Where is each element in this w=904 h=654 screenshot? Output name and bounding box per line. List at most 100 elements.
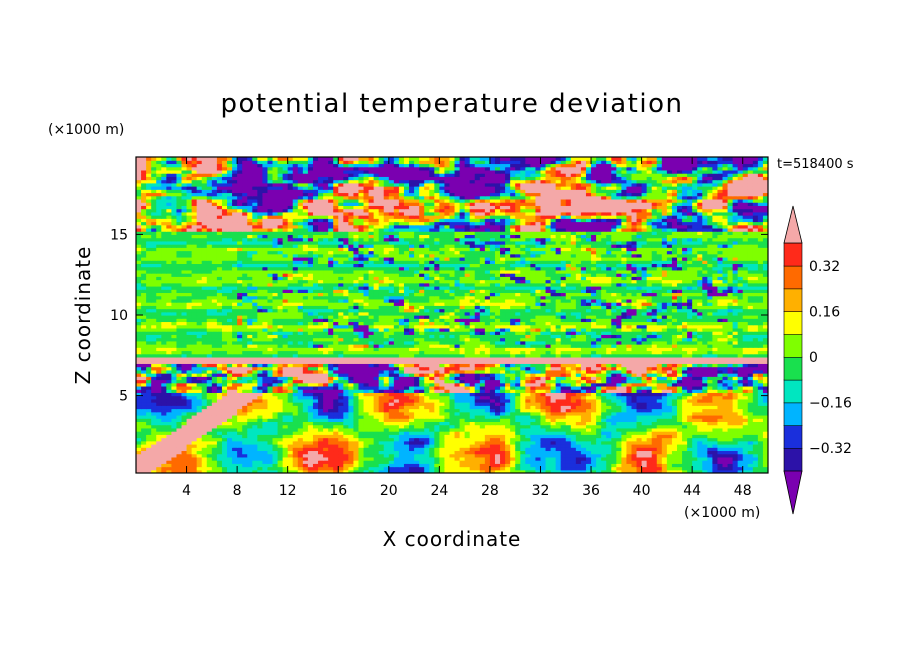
field-cell — [757, 398, 764, 403]
field-cell — [545, 440, 552, 445]
field-cell — [560, 392, 567, 397]
field-cell — [560, 443, 567, 448]
field-cell — [176, 418, 183, 422]
field-cell — [444, 369, 451, 374]
field-cell — [570, 463, 577, 468]
field-cell — [393, 463, 400, 468]
field-cell — [444, 379, 451, 384]
field-cell — [712, 376, 719, 381]
field-cell — [651, 382, 658, 387]
field-cell — [489, 469, 496, 473]
field-cell — [282, 411, 289, 416]
field-cell — [474, 466, 481, 471]
field-cell — [383, 427, 390, 432]
field-cell — [525, 363, 531, 368]
field-cell — [429, 469, 435, 473]
field-cell — [636, 460, 643, 464]
field-cell — [409, 418, 415, 422]
field-cell — [651, 411, 658, 416]
field-cell — [171, 450, 178, 455]
field-cell — [444, 456, 451, 461]
field-cell — [641, 411, 648, 416]
field-cell — [666, 344, 673, 348]
field-cell — [651, 460, 658, 464]
field-cell — [575, 392, 582, 397]
field-cell — [747, 427, 754, 432]
field-cell — [196, 466, 203, 471]
field-cell — [631, 385, 638, 390]
field-cell — [353, 437, 360, 442]
field-cell — [206, 344, 213, 348]
field-cell — [550, 366, 557, 371]
field-cell — [378, 369, 385, 374]
field-cell — [146, 382, 152, 387]
field-cell — [682, 418, 688, 422]
field-cell — [267, 440, 274, 445]
field-cell — [191, 379, 198, 384]
field-cell — [530, 350, 537, 355]
field-cell — [530, 373, 537, 377]
field-cell — [161, 443, 167, 448]
field-cell — [368, 347, 375, 352]
field-cell — [489, 453, 496, 458]
field-cell — [262, 385, 269, 390]
field-cell — [575, 466, 582, 471]
field-cell — [575, 469, 582, 473]
field-cell — [712, 431, 719, 435]
field-cell — [520, 469, 526, 473]
field-cell — [661, 418, 668, 422]
field-cell — [666, 460, 673, 464]
field-cell — [307, 379, 314, 384]
field-cell — [762, 421, 768, 426]
field-cell — [403, 447, 410, 452]
field-cell — [388, 376, 395, 381]
field-cell — [717, 460, 724, 464]
field-cell — [631, 443, 638, 448]
field-cell — [585, 382, 592, 387]
field-cell — [419, 447, 425, 452]
field-cell — [247, 440, 253, 445]
field-cell — [661, 427, 668, 432]
field-cell — [555, 443, 562, 448]
field-cell — [191, 453, 198, 458]
field-cell — [156, 424, 162, 429]
field-cell — [151, 463, 157, 468]
field-cell — [474, 385, 481, 390]
field-cell — [211, 379, 218, 384]
field-cell — [358, 405, 365, 410]
field-cell — [398, 347, 405, 352]
field-cell — [540, 376, 547, 381]
field-cell — [510, 382, 516, 387]
field-cell — [742, 395, 749, 400]
field-cell — [358, 466, 365, 471]
field-cell — [262, 356, 269, 361]
field-cell — [398, 427, 405, 432]
field-cell — [479, 350, 486, 355]
field-cell — [591, 456, 597, 461]
field-cell — [520, 460, 526, 464]
field-cell — [424, 350, 430, 355]
field-cell — [545, 408, 552, 413]
field-cell — [388, 421, 395, 426]
field-cell — [479, 460, 486, 464]
field-cell — [156, 437, 162, 442]
field-cell — [474, 450, 481, 455]
field-cell — [555, 402, 562, 406]
field-cell — [459, 344, 466, 348]
field-cell — [353, 424, 360, 429]
field-cell — [692, 382, 698, 387]
field-cell — [368, 450, 375, 455]
field-cell — [540, 447, 547, 452]
field-cell — [409, 366, 415, 371]
field-cell — [606, 418, 612, 422]
field-cell — [262, 389, 269, 393]
field-cell — [348, 434, 355, 439]
field-cell — [429, 424, 435, 429]
field-cell — [156, 344, 162, 348]
field-cell — [489, 447, 496, 452]
field-cell — [449, 402, 456, 406]
field-cell — [545, 414, 552, 419]
field-cell — [257, 456, 263, 461]
field-cell — [328, 414, 334, 419]
field-cell — [409, 392, 415, 397]
